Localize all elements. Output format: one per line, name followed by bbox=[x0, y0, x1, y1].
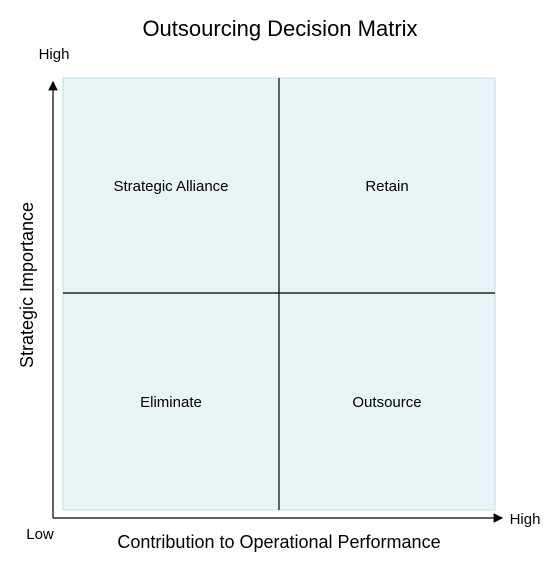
low-label: Low bbox=[26, 526, 54, 543]
quadrant-label: Retain bbox=[365, 178, 408, 195]
x-high-label: High bbox=[510, 511, 541, 528]
x-axis-label: Contribution to Operational Performance bbox=[117, 532, 440, 552]
y-axis-label: Strategic Importance bbox=[17, 202, 37, 368]
quadrant-label: Eliminate bbox=[140, 394, 202, 411]
quadrant-label: Outsource bbox=[352, 394, 421, 411]
y-high-label: High bbox=[39, 46, 70, 63]
quadrant-label: Strategic Alliance bbox=[113, 178, 228, 195]
title: Outsourcing Decision Matrix bbox=[142, 16, 417, 41]
